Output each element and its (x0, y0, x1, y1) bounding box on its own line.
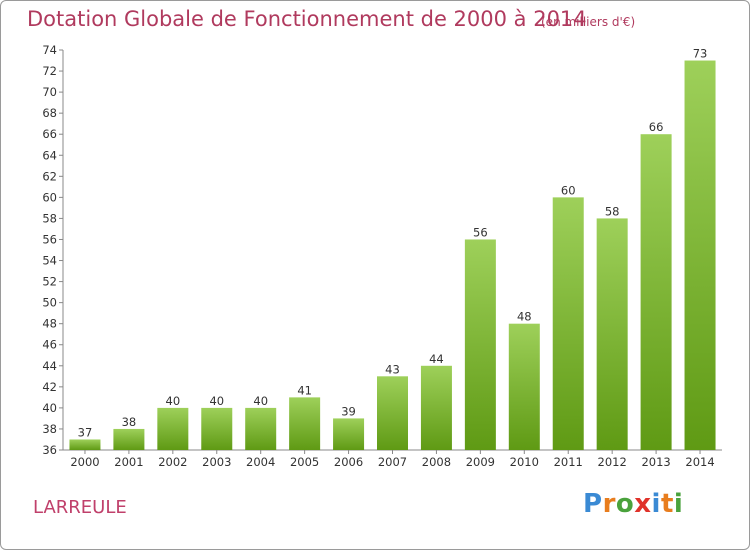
y-tick-label: 42 (42, 380, 57, 394)
x-tick-label: 2014 (685, 455, 714, 469)
bar (69, 439, 101, 450)
y-tick-label: 56 (42, 232, 57, 246)
bars (69, 60, 716, 451)
bar (420, 365, 452, 450)
y-tick-label: 54 (42, 254, 57, 268)
x-tick-label: 2004 (246, 455, 275, 469)
y-tick-label: 68 (42, 106, 57, 120)
y-tick-label: 62 (42, 169, 57, 183)
chart-subtitle: (en milliers d'€) (541, 15, 636, 29)
y-tick-label: 40 (42, 401, 57, 415)
logo-letter: r (602, 489, 616, 519)
bar (596, 218, 628, 450)
logo-letter: t (660, 489, 674, 519)
data-label: 41 (297, 383, 312, 397)
data-label: 48 (517, 310, 532, 324)
data-label: 40 (253, 394, 268, 408)
bar (377, 376, 408, 450)
x-tick-label: 2003 (202, 455, 231, 469)
bar (640, 134, 672, 451)
data-labels: 37 38 40 40 40 41 39 43 44 56 48 60 58 66 73 (78, 47, 708, 440)
data-label: 66 (649, 120, 664, 134)
logo-letter: i (651, 489, 661, 519)
logo-letter: P (583, 489, 603, 519)
x-tick-label: 2012 (598, 455, 627, 469)
bar (552, 197, 584, 450)
data-label: 37 (78, 425, 93, 439)
x-tick-label: 2008 (422, 455, 451, 469)
data-label: 43 (385, 362, 400, 376)
bar (464, 239, 496, 450)
x-tick-label: 2005 (290, 455, 319, 469)
y-tick-label: 70 (42, 85, 57, 99)
x-tick-label: 2013 (641, 455, 670, 469)
bar (508, 323, 540, 450)
data-label: 38 (122, 415, 137, 429)
bar (157, 407, 189, 450)
y-tick-label: 72 (42, 64, 57, 78)
logo-letter: i (673, 489, 684, 519)
x-tick-label: 2011 (554, 455, 583, 469)
data-label: 56 (473, 225, 488, 239)
x-tick-label: 2007 (378, 455, 407, 469)
y-tick-label: 44 (42, 359, 57, 373)
y-tick-label: 64 (42, 148, 57, 162)
commune-name: LARREULE (33, 497, 127, 518)
x-tick-label: 2001 (114, 455, 143, 469)
data-label: 44 (429, 352, 444, 366)
y-tick-label: 60 (42, 190, 57, 204)
bar (684, 60, 716, 451)
bar (289, 397, 321, 450)
y-tick-label: 74 (42, 43, 57, 57)
x-tick-label: 2006 (334, 455, 363, 469)
x-tick-label: 2010 (510, 455, 539, 469)
y-tick-label: 38 (42, 422, 57, 436)
data-label: 73 (693, 47, 708, 61)
y-tick-label: 48 (42, 317, 57, 331)
bar (201, 407, 233, 450)
y-tick-label: 50 (42, 296, 57, 310)
bar (113, 428, 145, 450)
logo-letter: o (615, 489, 635, 519)
y-tick-label: 66 (42, 127, 57, 141)
data-label: 40 (166, 394, 181, 408)
y-tick-label: 58 (42, 211, 57, 225)
data-label: 39 (341, 404, 356, 418)
bar (245, 407, 277, 450)
chart-title: Dotation Globale de Fonctionnement de 20… (27, 7, 587, 31)
data-label: 40 (209, 394, 224, 408)
y-tick-label: 46 (42, 338, 57, 352)
logo-letter: x (634, 489, 652, 519)
y-tick-label: 36 (42, 443, 57, 457)
bar (333, 418, 365, 450)
data-label: 60 (561, 183, 576, 197)
x-tick-label: 2002 (158, 455, 187, 469)
proxiti-logo[interactable]: Proxiti (583, 489, 683, 519)
y-tick-label: 52 (42, 275, 57, 289)
x-tick-label: 2009 (466, 455, 495, 469)
data-label: 58 (605, 204, 620, 218)
x-tick-label: 2000 (70, 455, 99, 469)
